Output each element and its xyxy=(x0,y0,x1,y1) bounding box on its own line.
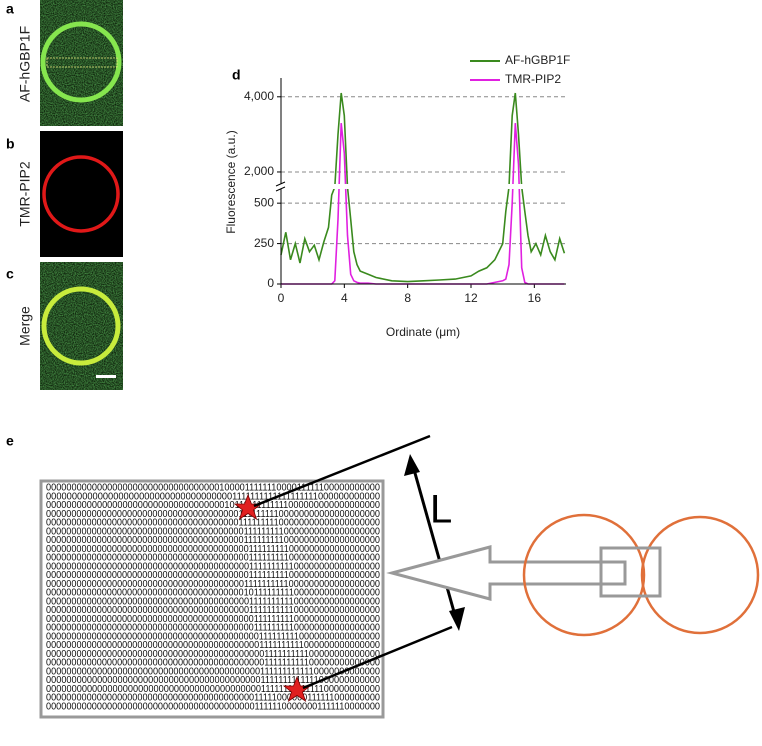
matrix-row: 0000000000000000000000000000000000000000… xyxy=(46,553,380,564)
arrow-head xyxy=(449,607,465,631)
image-noise xyxy=(40,0,123,126)
panel-label: b xyxy=(6,136,15,152)
roi xyxy=(46,57,118,68)
matrix-row: 0000000000000000000000000000000000000000… xyxy=(46,614,380,625)
matrix-row: 0000000000000000000000000000000000000000… xyxy=(46,658,380,669)
y-tick-label: 250 xyxy=(254,236,274,250)
y-tick-label: 2,000 xyxy=(244,164,274,178)
matrix-row: 0000000000000000000000000000000000000000… xyxy=(46,570,380,581)
x-axis-label: Ordinate (μm) xyxy=(386,325,460,339)
hollow-arrow xyxy=(386,545,627,601)
matrix-row: 0000000000000000000000000000000000000000… xyxy=(46,649,380,660)
x-tick-label: 16 xyxy=(528,291,542,305)
edge-line xyxy=(253,434,431,508)
matrix: 0000000000000000000000000000000000100001… xyxy=(46,483,380,713)
matrix-row: 0000000000000000000000000000000000000000… xyxy=(46,693,380,704)
panel-label: e xyxy=(6,433,14,449)
scale-bar xyxy=(96,375,116,378)
matrix-row: 0000000000000000000000000000000000000000… xyxy=(46,596,380,607)
y-axis-label: Fluorescence (a.u.) xyxy=(224,130,238,233)
matrix-row: 0000000000000000000000000000000000000000… xyxy=(46,561,380,572)
chart: d Fluorescence (a.u.) Ordinate (μm) 0 250… xyxy=(224,53,570,339)
vesicle xyxy=(41,286,121,366)
matrix-row: 0000000000000000000000000000000000000001… xyxy=(46,535,380,546)
panel-label: a xyxy=(6,1,14,17)
matrix-row: 0000000000000000000000000000000000000011… xyxy=(46,518,380,529)
caption: Merge xyxy=(17,306,33,346)
matrix-row: 0000000000000000000000000000000000100001… xyxy=(46,483,380,494)
edge-line xyxy=(302,625,453,690)
distance-label: L xyxy=(430,488,452,532)
axis-break xyxy=(275,184,566,189)
image-b xyxy=(40,131,123,257)
matrix-row: 0000000000000000000000000000000000000000… xyxy=(46,605,380,616)
matrix-row: 0000000000000000000000000000000000000011… xyxy=(46,509,380,520)
vesicle xyxy=(522,513,646,637)
matrix-row: 0000000000000000000000000000000000000000… xyxy=(46,675,380,686)
y-tick-label: 500 xyxy=(254,195,274,209)
vesicle xyxy=(40,21,122,103)
matrix-row: 0000000000000000000000000000000000000001… xyxy=(46,579,380,590)
contact-box xyxy=(599,546,662,598)
panel-label: d xyxy=(232,67,241,83)
break-mark xyxy=(275,186,286,192)
distance-arrow xyxy=(411,465,458,620)
matrix-row: 0000000000000000000000000000000000000001… xyxy=(46,526,380,537)
matrix-row: 0000000000000000000000000000000000000000… xyxy=(46,623,380,634)
matrix-row: 0000000000000000000000000000000000000001… xyxy=(46,588,380,599)
matrix-row: 0000000000000000000000000000000000000000… xyxy=(46,640,380,651)
legend-label: TMR-PIP2 xyxy=(505,72,561,86)
image-noise xyxy=(40,262,123,390)
caption: AF-hGBP1F xyxy=(17,26,33,102)
x-tick-label: 12 xyxy=(464,291,478,305)
matrix-row: 0000000000000000000000000000000000000000… xyxy=(46,666,380,677)
series-line xyxy=(280,92,566,283)
vesicle xyxy=(640,515,760,635)
matrix-row: 0000000000000000000000000000000000000000… xyxy=(46,684,380,695)
break-mark xyxy=(275,181,286,187)
x-tick-label: 8 xyxy=(404,291,411,305)
x-tick-label: 0 xyxy=(278,291,285,305)
x-tick-label: 4 xyxy=(341,291,348,305)
arrow-head xyxy=(404,454,420,476)
caption: TMR-PIP2 xyxy=(17,161,33,227)
matrix-row: 0000000000000000000000000000000000000000… xyxy=(46,544,380,555)
y-tick-label: 4,000 xyxy=(244,89,274,103)
matrix-row: 0000000000000000000000000000000000000000… xyxy=(46,701,380,712)
panel-label: c xyxy=(6,266,14,282)
matrix-row: 0000000000000000000000000000000000001111… xyxy=(46,491,380,502)
y-tick-label: 0 xyxy=(267,276,274,290)
matrix-row: 0000000000000000000000000000000000000000… xyxy=(46,631,380,642)
legend-label: AF-hGBP1F xyxy=(505,53,570,67)
vesicle xyxy=(42,155,120,233)
matrix-row: 0000000000000000000000000000000000010111… xyxy=(46,500,380,511)
